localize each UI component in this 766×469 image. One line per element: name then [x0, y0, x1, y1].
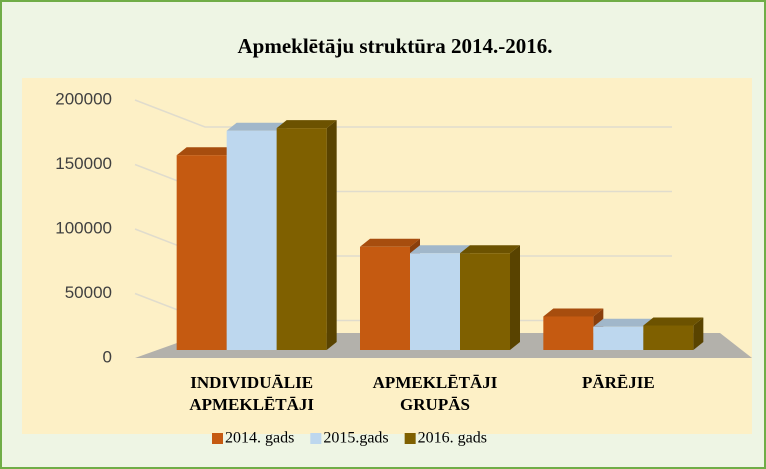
y-tick-label: 50000: [65, 283, 112, 302]
legend-swatch: [404, 433, 416, 444]
bar: [643, 317, 704, 350]
bar-front: [643, 325, 694, 350]
bar: [276, 120, 337, 351]
bar-front: [226, 130, 277, 350]
bar-top: [276, 120, 337, 129]
bar-front: [593, 326, 644, 350]
x-tick-label: APMEKLĒTĀJI GRUPĀS: [373, 373, 498, 414]
bar-front: [460, 253, 510, 350]
bar-front: [176, 155, 227, 350]
bar-top: [593, 318, 654, 327]
legend-swatch: [310, 433, 322, 444]
chart-title: Apmeklētāju struktūra 2014.-2016.: [238, 34, 553, 58]
legend-swatch: [212, 433, 223, 444]
y-tick-label: 100000: [55, 218, 112, 237]
bar-front: [276, 128, 327, 350]
grid-line: [134, 99, 672, 128]
legend-label: 2015.gads: [323, 430, 388, 447]
bar-front: [543, 316, 594, 350]
bar-top: [543, 308, 604, 317]
legend-label: 2016. gads: [418, 430, 487, 447]
y-tick-label: 150000: [55, 154, 112, 173]
bar-front: [410, 253, 460, 350]
legend-label: 2014. gads: [225, 430, 294, 447]
bar-front: [360, 246, 410, 350]
bar: [460, 245, 520, 350]
bar-top: [410, 245, 470, 254]
bar-top: [176, 147, 237, 156]
x-tick-label: PĀRĒJIE: [582, 373, 655, 392]
bar-top: [226, 122, 287, 131]
bar-top: [360, 238, 420, 247]
bar-side: [693, 317, 704, 350]
bar-side: [510, 245, 520, 350]
bar-top: [460, 245, 520, 254]
bar-side: [326, 120, 337, 351]
bar-top: [643, 317, 704, 326]
y-tick-label: 0: [103, 347, 112, 366]
x-tick-label: INDIVIDUĀLIE APMEKLĒTĀJI: [189, 373, 314, 414]
y-tick-label: 200000: [55, 89, 112, 108]
